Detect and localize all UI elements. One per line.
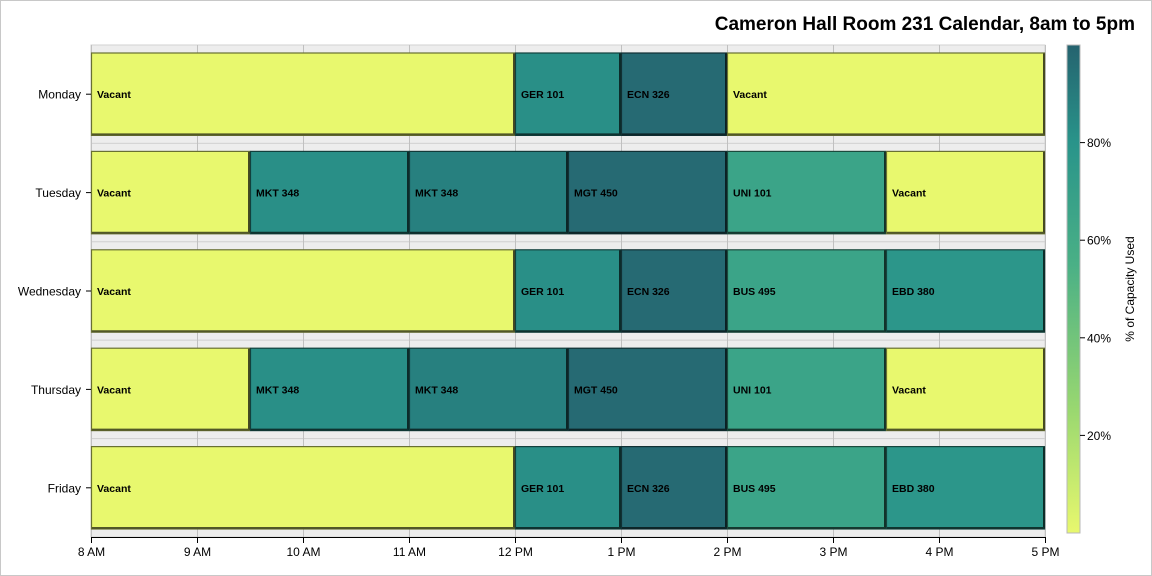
schedule-bar (90, 150, 251, 235)
x-tick-label: 3 PM (819, 545, 847, 559)
schedule-bar (90, 446, 516, 530)
schedule-bar (885, 249, 1046, 333)
schedule-bar-group: ECN 326 (620, 249, 728, 333)
legend-tick-label: 40% (1087, 331, 1111, 345)
x-tick-label: 12 PM (498, 545, 533, 559)
bar-label: MGT 450 (574, 188, 618, 200)
color-legend-bar (1066, 44, 1081, 534)
schedule-bar-group: Vacant (726, 52, 1046, 137)
x-tick-label: 5 PM (1031, 545, 1059, 559)
x-tick-label: 11 AM (393, 545, 426, 559)
legend-axis-label: % of Capacity Used (1123, 236, 1137, 341)
bar-label: UNI 101 (733, 384, 772, 396)
y-tick-label: Thursday (31, 383, 81, 397)
x-tick-label: 10 AM (286, 545, 320, 559)
y-tick-label: Wednesday (18, 285, 81, 299)
x-tick-label: 2 PM (713, 545, 741, 559)
bar-label: EBD 380 (892, 483, 935, 495)
bar-label: UNI 101 (733, 188, 772, 200)
bar-label: GER 101 (521, 286, 564, 298)
y-tick-label: Tuesday (35, 186, 81, 200)
bar-label: ECN 326 (627, 286, 670, 298)
schedule-bar (620, 249, 728, 333)
x-axis: 8 AM 9 AM 10 AM 11 AM 12 PM 1 PM 2 PM 3 PM 4 PM 5… (78, 537, 1060, 559)
schedule-bar (726, 249, 887, 333)
x-tick-label: 4 PM (925, 545, 953, 559)
bar-label: EBD 380 (892, 286, 935, 298)
schedule-bar-group: GER 101 (514, 249, 622, 333)
bar-label: ECN 326 (627, 89, 670, 101)
bar-label: BUS 495 (733, 483, 776, 495)
chart-title: Cameron Hall Room 231 Calendar, 8am to 5… (714, 14, 1135, 35)
x-tick-label: 1 PM (607, 545, 635, 559)
schedule-bar (885, 150, 1046, 235)
schedule-bar-group: EBD 380 (885, 249, 1046, 333)
schedule-bar-group: GER 101 (514, 52, 622, 137)
bar-label: MKT 348 (256, 188, 299, 200)
schedule-bar-group: Vacant (885, 347, 1046, 432)
bar-label: Vacant (892, 188, 926, 200)
bar-label: Vacant (97, 89, 131, 101)
schedule-bar (726, 150, 887, 235)
legend-tick-label: 20% (1087, 429, 1111, 443)
schedule-bar (249, 150, 410, 235)
schedule-bar-group: ECN 326 (620, 52, 728, 137)
bar-label: Vacant (97, 483, 131, 495)
color-legend: 20% 40% 60% 80% % of Capacity Used (1066, 44, 1137, 534)
bar-label: GER 101 (521, 483, 564, 495)
schedule-bars: Vacant GER 101 ECN 326 Vacant Vacant MKT 348 M… (90, 52, 1046, 530)
schedule-bar (90, 249, 516, 333)
schedule-bar-group: MKT 348 (408, 347, 569, 432)
schedule-bar (249, 347, 410, 432)
schedule-bar-group: MGT 450 (567, 150, 728, 235)
bar-label: Vacant (97, 286, 131, 298)
schedule-bar-group: GER 101 (514, 446, 622, 530)
schedule-bar-group: ECN 326 (620, 446, 728, 530)
schedule-bar-group: UNI 101 (726, 347, 887, 432)
schedule-bar-group: BUS 495 (726, 446, 887, 530)
schedule-bar-group: Vacant (90, 150, 251, 235)
schedule-bar-group: BUS 495 (726, 249, 887, 333)
y-tick-label: Monday (38, 88, 81, 102)
schedule-bar-group: EBD 380 (885, 446, 1046, 530)
bar-label: BUS 495 (733, 286, 776, 298)
schedule-bar-group: Vacant (90, 446, 516, 530)
bar-label: GER 101 (521, 89, 564, 101)
bar-label: MKT 348 (415, 384, 458, 396)
bar-label: Vacant (892, 384, 926, 396)
x-tick-label: 8 AM (78, 545, 105, 559)
schedule-bar-group: MKT 348 (249, 347, 410, 432)
schedule-bar-group: Vacant (90, 52, 516, 137)
y-axis: Monday Tuesday Wednesday Thursday Friday (18, 88, 91, 495)
schedule-bar-group: UNI 101 (726, 150, 887, 235)
legend-tick-label: 80% (1087, 136, 1111, 150)
bar-label: MKT 348 (415, 188, 458, 200)
bar-label: ECN 326 (627, 483, 670, 495)
schedule-bar-group: Vacant (90, 249, 516, 333)
schedule-bar (726, 446, 887, 530)
legend-tick-label: 60% (1087, 234, 1111, 248)
bar-label: MKT 348 (256, 384, 299, 396)
bar-label: Vacant (97, 384, 131, 396)
schedule-bar-group: Vacant (90, 347, 251, 432)
schedule-bar (408, 150, 569, 235)
schedule-bar (726, 347, 887, 432)
y-tick-label: Friday (48, 481, 81, 495)
schedule-bar (726, 52, 1046, 137)
schedule-bar (567, 150, 728, 235)
x-tick-label: 9 AM (184, 545, 211, 559)
schedule-bar-group: MGT 450 (567, 347, 728, 432)
bar-label: Vacant (733, 89, 767, 101)
schedule-bar-group: Vacant (885, 150, 1046, 235)
schedule-bar (90, 52, 516, 137)
bar-label: Vacant (97, 188, 131, 200)
schedule-bar (885, 347, 1046, 432)
schedule-bar (514, 446, 622, 530)
bar-label: MGT 450 (574, 384, 618, 396)
schedule-bar-group: MKT 348 (249, 150, 410, 235)
schedule-bar-group: MKT 348 (408, 150, 569, 235)
